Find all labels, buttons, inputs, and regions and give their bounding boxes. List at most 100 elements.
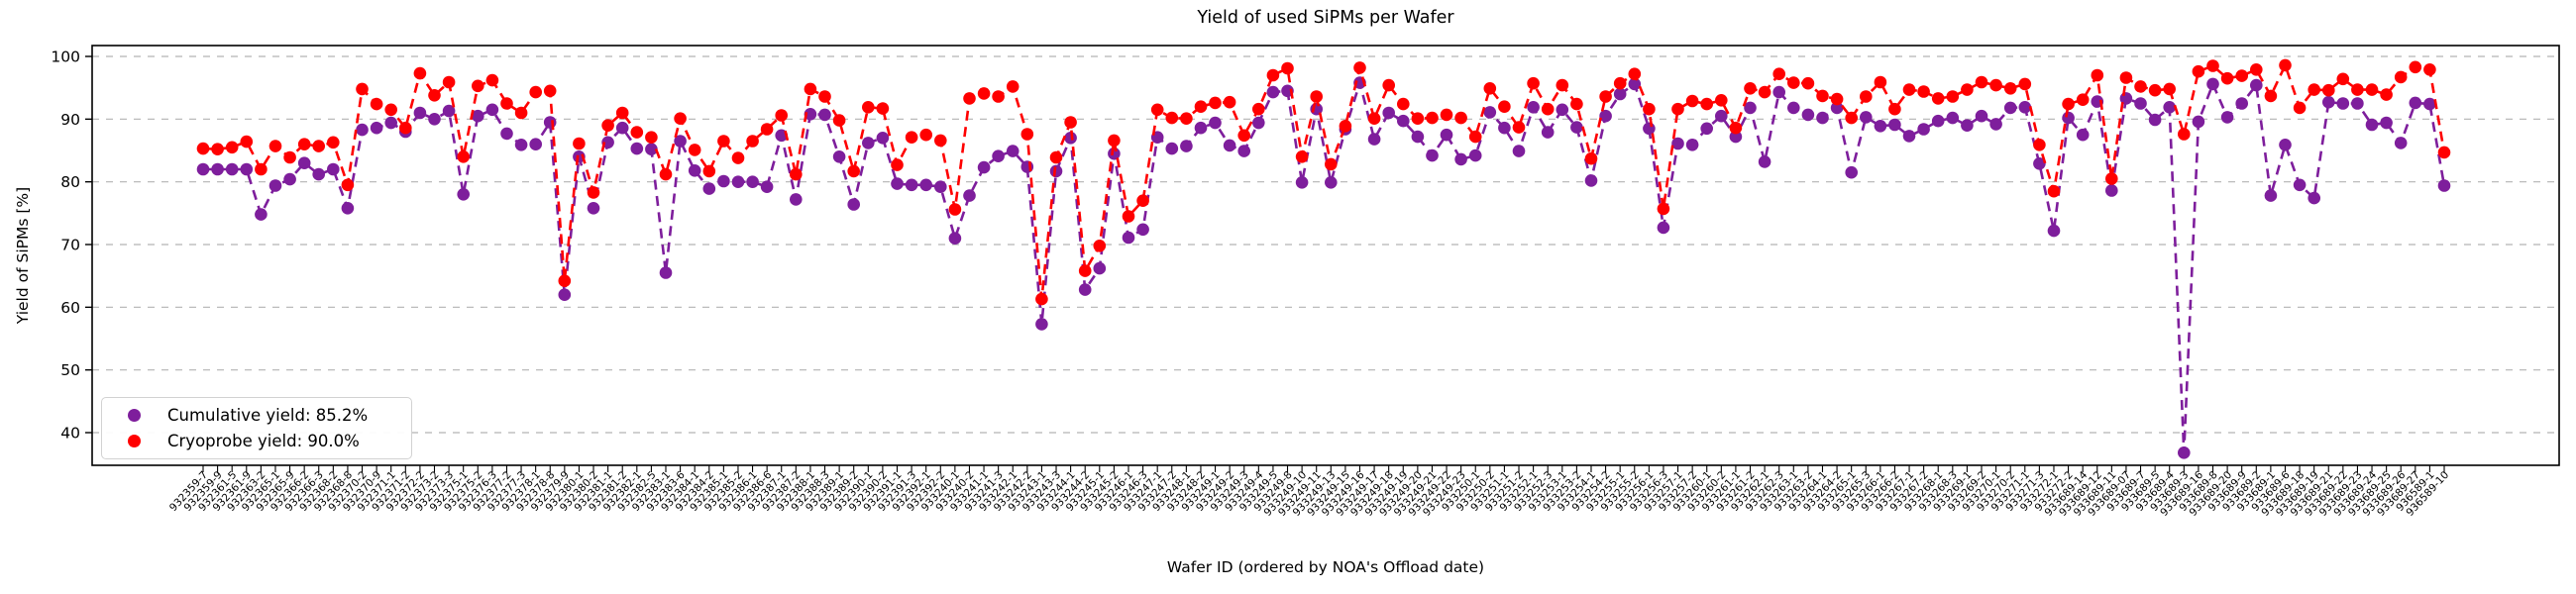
data-point xyxy=(240,135,254,148)
data-point xyxy=(1599,90,1612,103)
data-point xyxy=(573,137,586,150)
data-point xyxy=(731,175,745,188)
data-point xyxy=(384,116,398,130)
data-point xyxy=(2293,101,2307,115)
data-point xyxy=(1266,85,1280,99)
data-point xyxy=(1787,76,1800,89)
data-point xyxy=(862,101,875,114)
data-point xyxy=(370,97,383,111)
data-point xyxy=(1397,114,1410,128)
data-point xyxy=(2105,184,2118,197)
data-point xyxy=(1830,92,1844,106)
data-point xyxy=(2178,128,2191,141)
data-point xyxy=(934,134,947,148)
data-point xyxy=(2018,101,2032,114)
data-point xyxy=(2134,97,2147,110)
data-point xyxy=(1093,261,1107,275)
data-point xyxy=(2293,178,2307,192)
data-point xyxy=(2351,83,2364,96)
data-point xyxy=(1382,78,1395,92)
data-point xyxy=(760,123,774,136)
x-axis-label: Wafer ID (ordered by NOA's Offload date) xyxy=(1166,558,1485,576)
data-point xyxy=(1961,119,1974,132)
data-point xyxy=(1078,283,1092,296)
data-point xyxy=(847,198,860,211)
data-point xyxy=(2235,97,2248,110)
data-point xyxy=(818,90,831,103)
data-point xyxy=(1729,121,1743,135)
data-point xyxy=(891,177,904,190)
data-point xyxy=(457,150,471,163)
data-point xyxy=(1266,68,1280,82)
data-point xyxy=(818,108,831,122)
data-point xyxy=(1801,108,1815,122)
data-point xyxy=(558,274,572,288)
data-point xyxy=(1136,194,1149,207)
data-point xyxy=(1353,61,1366,74)
data-point xyxy=(543,84,557,98)
data-point xyxy=(1064,132,1077,145)
data-point xyxy=(240,162,254,176)
data-point xyxy=(977,160,991,174)
data-point xyxy=(1136,223,1149,237)
data-point xyxy=(472,79,484,93)
data-point xyxy=(905,131,918,144)
data-point xyxy=(2365,118,2379,132)
data-point xyxy=(2423,97,2436,111)
data-point xyxy=(804,108,817,121)
data-point xyxy=(645,143,658,155)
data-point xyxy=(2220,111,2234,124)
data-point xyxy=(1237,145,1250,157)
data-point xyxy=(2033,139,2046,151)
data-point xyxy=(1440,128,1453,142)
data-point xyxy=(1860,90,1873,103)
data-point xyxy=(1860,111,1873,124)
data-point xyxy=(1180,140,1193,152)
data-point xyxy=(963,92,976,105)
data-point xyxy=(1541,126,1555,139)
data-point xyxy=(297,156,311,169)
data-point xyxy=(1006,145,1020,157)
data-point xyxy=(1613,87,1627,101)
data-point xyxy=(746,175,759,188)
data-point xyxy=(1961,83,1974,96)
data-point xyxy=(1498,100,1511,113)
data-point xyxy=(1035,318,1048,331)
data-point xyxy=(1931,92,1945,105)
y-tick-label: 80 xyxy=(60,173,80,191)
data-point xyxy=(399,121,412,135)
data-point xyxy=(1310,90,1323,103)
chart-title: Yield of used SiPMs per Wafer xyxy=(1197,8,1454,28)
y-tick-label: 90 xyxy=(60,111,80,129)
data-point xyxy=(1483,82,1497,95)
data-point xyxy=(2062,97,2075,111)
data-point xyxy=(1512,121,1526,134)
data-point xyxy=(2322,83,2335,97)
data-point xyxy=(1512,145,1526,157)
data-point xyxy=(2437,179,2451,192)
data-point xyxy=(1483,106,1497,119)
data-point xyxy=(573,150,586,163)
data-point xyxy=(1122,210,1135,223)
data-point xyxy=(2047,184,2061,198)
data-point xyxy=(1584,174,1598,187)
data-point xyxy=(1556,103,1569,117)
data-point xyxy=(2250,78,2263,92)
data-point xyxy=(948,203,962,216)
data-point xyxy=(630,142,644,155)
data-point xyxy=(1758,155,1771,168)
data-point xyxy=(1628,67,1642,80)
data-point xyxy=(1468,148,1482,162)
data-point xyxy=(1700,122,1713,136)
data-point xyxy=(790,167,803,181)
data-point xyxy=(356,82,369,96)
series-line xyxy=(202,61,2446,300)
series-cryoprobe xyxy=(196,58,2451,306)
data-point xyxy=(472,109,484,123)
data-point xyxy=(2322,95,2335,109)
data-point xyxy=(1902,83,1916,96)
y-tick-label: 60 xyxy=(60,299,80,317)
data-point xyxy=(905,178,918,192)
data-point xyxy=(2279,58,2292,72)
plot-border xyxy=(91,45,2560,466)
